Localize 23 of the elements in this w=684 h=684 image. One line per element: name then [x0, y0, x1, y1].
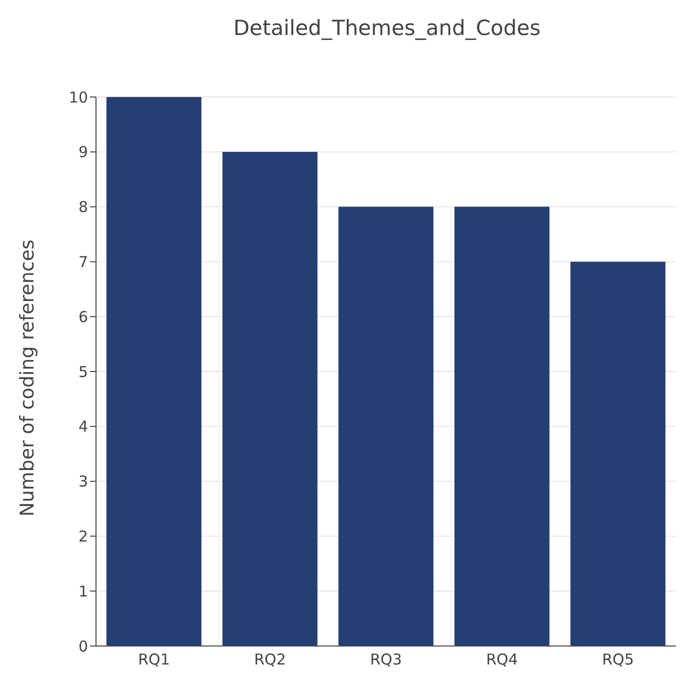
chart-title: Detailed_Themes_and_Codes — [232, 16, 542, 40]
x-tick-label: RQ1 — [138, 650, 170, 669]
y-axis-title: Number of coding references — [16, 240, 38, 516]
bar — [454, 206, 550, 646]
y-tick-label: 0 — [78, 637, 88, 656]
y-tick-label: 9 — [78, 143, 88, 162]
y-tick-label: 10 — [68, 88, 88, 106]
bar — [570, 262, 666, 646]
bar — [106, 97, 202, 646]
y-tick-label: 5 — [78, 362, 88, 381]
y-tick-label: 4 — [78, 418, 88, 436]
x-tick-label: RQ2 — [254, 650, 286, 669]
x-tick-label: RQ5 — [602, 650, 634, 669]
x-tick-label: RQ4 — [486, 650, 518, 669]
y-tick-label: 3 — [78, 472, 88, 491]
bar — [222, 152, 318, 646]
y-tick-label: 6 — [78, 308, 88, 326]
y-tick-label: 7 — [78, 253, 88, 272]
y-tick-label: 2 — [78, 528, 88, 546]
x-tick-label: RQ3 — [370, 650, 402, 669]
bar — [338, 206, 434, 646]
y-tick-label: 8 — [78, 198, 88, 216]
y-tick-label: 1 — [78, 582, 88, 600]
